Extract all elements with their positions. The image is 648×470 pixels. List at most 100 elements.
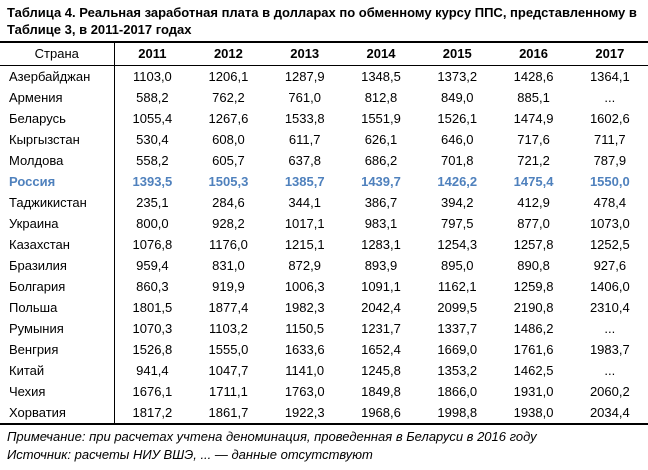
value-cell: ... [604, 321, 616, 337]
value-cell: 1267,6 [208, 111, 249, 127]
value-cell: 1252,5 [589, 237, 630, 253]
column-header-year: 2014 [342, 42, 420, 67]
value-cell: 1257,8 [513, 237, 554, 253]
value-cell: 890,8 [517, 258, 550, 274]
value-cell: 1938,0 [513, 405, 554, 421]
country-cell: Таджикистан [0, 192, 115, 214]
value-cell: 761,0 [288, 90, 321, 106]
data-table: Страна 2011 2012 2013 2014 2015 2016 2017 Азер… [0, 41, 648, 426]
value-cell: 1486,2 [513, 321, 554, 337]
value-cell: 1103,2 [209, 321, 248, 337]
country-cell: Азербайджан [0, 65, 115, 88]
value-cell: 1711,1 [209, 384, 248, 400]
value-cell: 2060,2 [589, 384, 630, 400]
value-cell: 787,9 [593, 153, 627, 169]
value-cell: 1931,0 [513, 384, 554, 400]
column-header-year: 2017 [571, 42, 648, 67]
table-row: Болгария 860,3 919,9 1006,3 1091,1 1162,1 1259… [0, 276, 648, 298]
value-cell: 1983,7 [589, 342, 630, 358]
country-cell: Хорватия [0, 402, 115, 425]
value-cell: 877,0 [517, 216, 550, 232]
country-cell: Бразилия [0, 255, 115, 277]
value-cell: 860,3 [136, 279, 169, 295]
value-cell: 1337,7 [437, 321, 478, 337]
value-cell: 478,4 [593, 195, 627, 211]
value-cell: 1287,9 [284, 69, 325, 85]
value-cell: 386,7 [364, 195, 398, 211]
value-cell: 872,9 [288, 258, 321, 274]
value-cell: 1861,7 [208, 405, 249, 421]
country-cell: Румыния [0, 318, 115, 340]
table-row: Азербайджан 1103,0 1206,1 1287,9 1348,5 1373,… [0, 65, 648, 88]
value-cell: 2042,4 [361, 300, 401, 316]
country-cell: Россия [0, 171, 115, 193]
value-cell: 1998,8 [437, 405, 478, 421]
country-cell: Чехия [0, 381, 115, 403]
value-cell: 1551,9 [361, 111, 401, 127]
value-cell: 605,7 [212, 153, 245, 169]
country-cell: Кыргызстан [0, 129, 115, 151]
value-cell: 1103,0 [132, 69, 172, 85]
value-cell: 941,4 [136, 363, 169, 379]
value-cell: 1475,4 [513, 174, 554, 190]
value-cell: 885,1 [517, 90, 550, 106]
value-cell: 1801,5 [132, 300, 173, 316]
value-cell: 558,2 [136, 153, 169, 169]
value-cell: 1922,3 [284, 405, 325, 421]
value-cell: ... [604, 90, 616, 106]
value-cell: 1505,3 [208, 174, 249, 190]
value-cell: 588,2 [136, 90, 169, 106]
value-cell: 762,2 [212, 90, 245, 106]
value-cell: 2099,5 [437, 300, 478, 316]
country-cell: Украина [0, 213, 115, 235]
table-row: Хорватия 1817,2 1861,7 1922,3 1968,6 1998,8 19… [0, 402, 648, 425]
value-cell: 1073,0 [589, 216, 630, 232]
value-cell: 646,0 [440, 132, 474, 148]
table-title: Таблица 4. Реальная заработная плата в д… [7, 5, 637, 38]
value-cell: 1353,2 [437, 363, 478, 379]
value-cell: 812,8 [364, 90, 398, 106]
value-cell: 1982,3 [284, 300, 325, 316]
value-cell: 1761,6 [513, 342, 554, 358]
table-row: Армения 588,2 762,2 761,0 812,8 849,0 885,1... [0, 87, 648, 109]
value-cell: 701,8 [440, 153, 474, 169]
value-cell: 2190,8 [513, 300, 554, 316]
value-cell: 1439,7 [361, 174, 401, 190]
table-row: Чехия 1676,1 1711,1 1763,0 1849,8 1866,0 1931,… [0, 381, 648, 403]
value-cell: 1406,0 [589, 279, 630, 295]
value-cell: 1526,1 [437, 111, 478, 127]
table-row: Таджикистан 235,1 284,6 344,1 386,7 394,2 412,… [0, 192, 648, 214]
value-cell: 1141,0 [285, 363, 325, 379]
value-cell: 1047,7 [208, 363, 249, 379]
value-cell: 1849,8 [361, 384, 401, 400]
country-cell: Китай [0, 360, 115, 382]
value-cell: 1555,0 [208, 342, 249, 358]
value-cell: 800,0 [136, 216, 169, 232]
value-cell: 626,1 [364, 132, 398, 148]
value-cell: 1070,3 [132, 321, 173, 337]
value-cell: 927,6 [593, 258, 627, 274]
value-cell: 711,7 [594, 132, 626, 148]
table-row: Украина 800,0 928,2 1017,1 983,1 797,5 877,0 10… [0, 213, 648, 235]
value-cell: 1364,1 [589, 69, 630, 85]
table-row: Россия 1393,5 1505,3 1385,7 1439,7 1426,2 1475… [0, 171, 648, 193]
column-header-year: 2013 [266, 42, 343, 67]
value-cell: 1426,2 [437, 174, 478, 190]
value-cell: 1348,5 [361, 69, 401, 85]
value-cell: 344,1 [288, 195, 321, 211]
value-cell: 1006,3 [284, 279, 325, 295]
value-cell: 611,7 [288, 132, 321, 148]
value-cell: 284,6 [212, 195, 245, 211]
country-cell: Польша [0, 297, 115, 319]
value-cell: 1283,1 [361, 237, 401, 253]
country-cell: Армения [0, 87, 115, 109]
header-row: Страна 2011 2012 2013 2014 2015 2016 2017 [0, 42, 648, 67]
value-cell: 1968,6 [361, 405, 401, 421]
value-cell: 1215,1 [284, 237, 325, 253]
value-cell: 717,6 [517, 132, 550, 148]
value-cell: 1055,4 [132, 111, 173, 127]
value-cell: 1866,0 [437, 384, 478, 400]
value-cell: 2310,4 [589, 300, 630, 316]
value-cell: 1393,5 [132, 174, 173, 190]
value-cell: 849,0 [440, 90, 474, 106]
